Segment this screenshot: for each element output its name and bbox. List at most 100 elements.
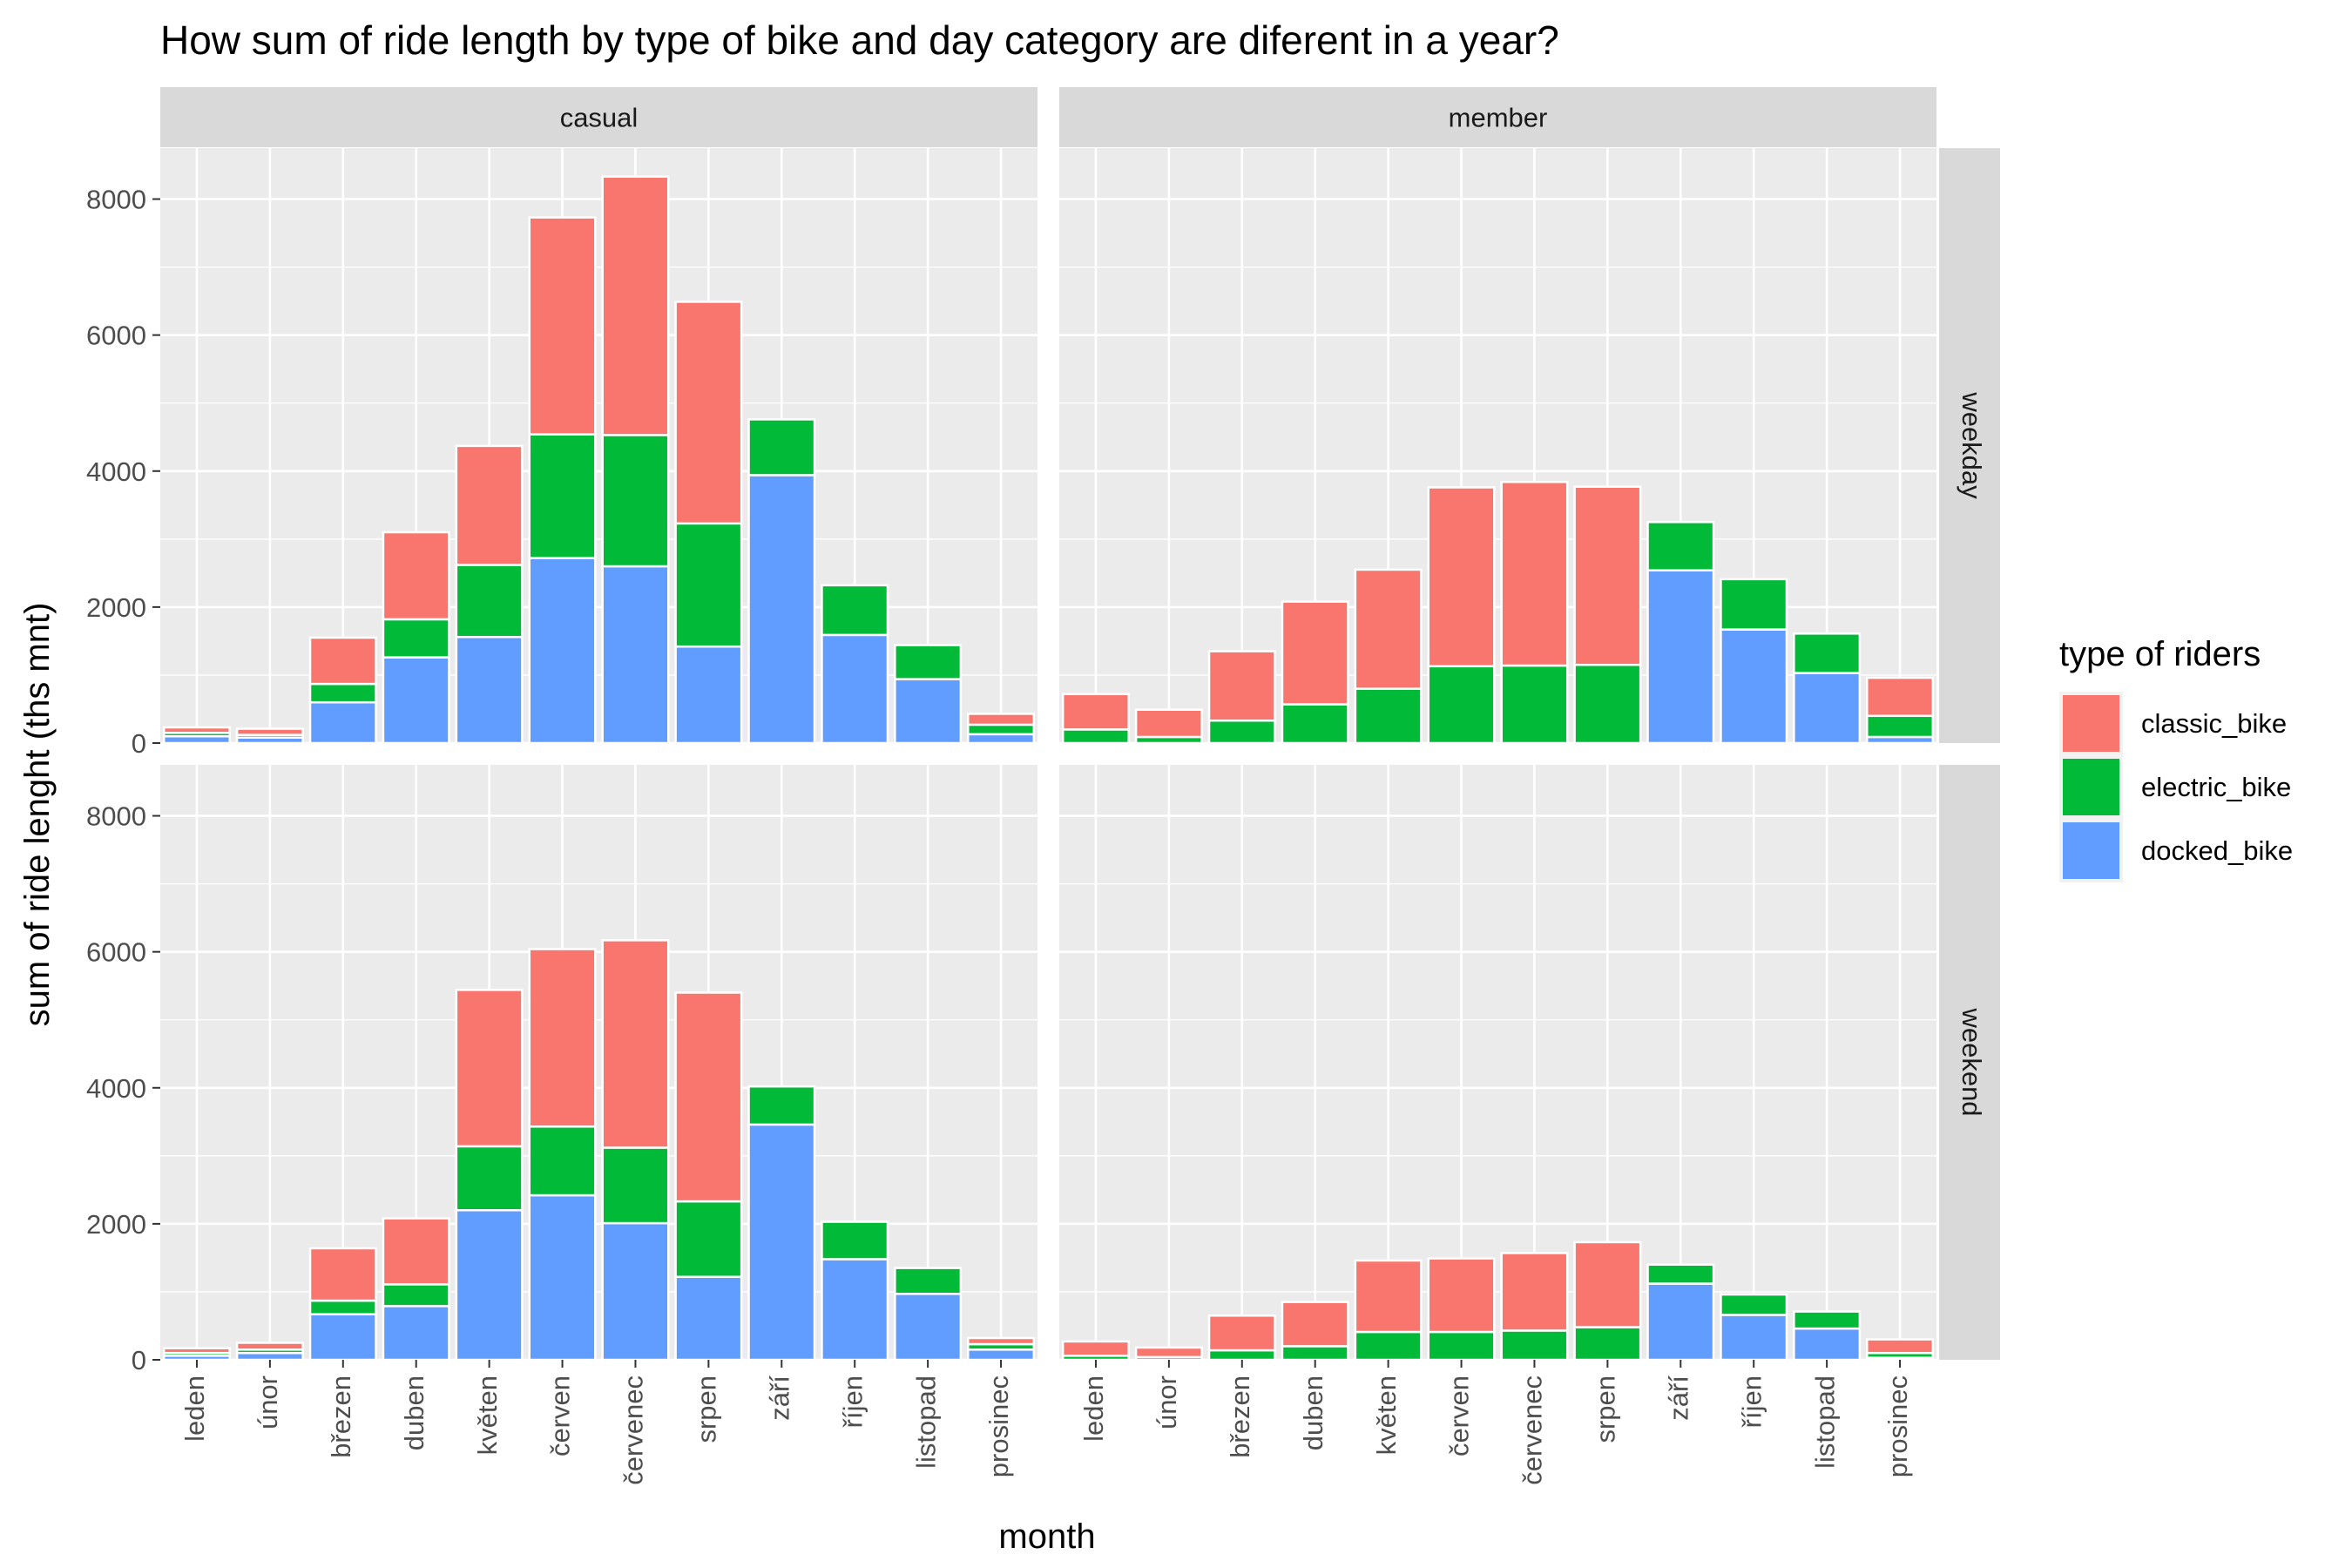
y-tick-label: 6000 (86, 937, 146, 968)
bar-electric_bike-listopad (1793, 1310, 1862, 1330)
x-tick-label: leden (179, 1375, 210, 1442)
bar-electric_bike-říjen (821, 1220, 889, 1260)
bar-classic_bike-prosinec (967, 1336, 1036, 1346)
facet-strip-weekend (1939, 765, 2000, 1360)
bar-electric_bike-srpen (1573, 1326, 1642, 1362)
bar-classic_bike-červenec (1500, 481, 1569, 667)
bar-electric_bike-říjen (1720, 1293, 1788, 1316)
bar-docked_bike-srpen (674, 1275, 743, 1362)
x-tick-label: červenec (618, 1375, 649, 1485)
bar-classic_bike-květen (455, 444, 524, 566)
x-tick-label: srpen (692, 1375, 722, 1443)
bar-electric_bike-září (1646, 1263, 1715, 1285)
bar-electric_bike-duben (382, 1283, 450, 1308)
bar-classic_bike-květen (1354, 568, 1423, 690)
bar-docked_bike-červenec (601, 564, 670, 745)
bar-docked_bike-září (1646, 569, 1715, 745)
bar-classic_bike-duben (382, 531, 450, 621)
bar-electric_bike-březen (308, 1299, 377, 1315)
panel-background (1059, 148, 1936, 743)
bar-classic_bike-únor (1134, 1346, 1203, 1359)
facet-panels: casual member weekday weekend 0 2000 4000 6000 8… (86, 87, 2000, 1485)
panel-member-weekday (1059, 148, 1936, 745)
bar-docked_bike-prosinec (967, 1348, 1036, 1362)
bar-classic_bike-prosinec (1866, 1338, 1935, 1355)
bar-electric_bike-červen (1427, 665, 1496, 745)
chart-title: How sum of ride length by type of bike a… (160, 17, 1559, 63)
bar-electric_bike-září (747, 418, 816, 476)
panel-background (160, 765, 1037, 1360)
bar-classic_bike-březen (1207, 650, 1276, 722)
bar-docked_bike-srpen (674, 645, 743, 745)
x-tick-label: červenec (1517, 1375, 1548, 1485)
legend-swatch-classic_bike (2063, 695, 2119, 752)
bar-classic_bike-duben (1281, 1301, 1349, 1348)
bar-classic_bike-srpen (674, 301, 743, 525)
panel-member-weekend: leden únor březen duben květen červen červenec… (1059, 765, 1936, 1485)
x-tick-label: září (764, 1375, 794, 1421)
bar-docked_bike-listopad (894, 1293, 963, 1362)
bar-electric_bike-červenec (601, 1146, 670, 1225)
bar-classic_bike-červenec (601, 939, 670, 1149)
y-axis-title: sum of ride lenght (ths mnt) (18, 603, 57, 1027)
bar-classic_bike-únor (1134, 708, 1203, 739)
bar-electric_bike-květen (1354, 687, 1423, 745)
bar-docked_bike-duben (382, 656, 450, 745)
bar-electric_bike-prosinec (1866, 714, 1935, 739)
bar-electric_bike-červen (1427, 1330, 1496, 1362)
bar-electric_bike-březen (308, 682, 377, 704)
y-tick-label: 4000 (86, 1073, 146, 1104)
y-tick-label: 8000 (86, 801, 146, 832)
legend-label-electric_bike: electric_bike (2141, 772, 2291, 802)
bar-classic_bike-červen (1427, 1257, 1496, 1334)
bar-classic_bike-duben (1281, 600, 1349, 706)
bar-classic_bike-leden (1061, 1340, 1130, 1357)
x-tick-label: leden (1078, 1375, 1109, 1442)
bar-classic_bike-leden (1061, 693, 1130, 731)
bar-classic_bike-březen (1207, 1315, 1276, 1352)
bar-electric_bike-listopad (894, 1267, 963, 1295)
bar-electric_bike-říjen (1720, 578, 1788, 631)
bar-classic_bike-červenec (601, 175, 670, 436)
panel-casual-weekend: 0 2000 4000 6000 8000 leden únor březen duben kvě… (86, 765, 1037, 1485)
y-tick-label: 6000 (86, 321, 146, 351)
bar-docked_bike-říjen (821, 633, 889, 745)
x-tick-label: listopad (1809, 1375, 1840, 1469)
x-tick-label: říjen (837, 1375, 868, 1428)
x-tick-label: červen (545, 1375, 576, 1456)
bar-classic_bike-leden (162, 726, 231, 734)
x-tick-label: září (1663, 1375, 1693, 1421)
x-tick-label: srpen (1591, 1375, 1621, 1443)
bar-electric_bike-březen (1207, 1348, 1276, 1362)
facet-label-member: member (1449, 103, 1548, 133)
bar-electric_bike-červenec (601, 434, 670, 568)
x-axis-title: month (998, 1517, 1095, 1556)
bar-classic_bike-prosinec (967, 713, 1036, 727)
bar-electric_bike-srpen (1573, 663, 1642, 745)
bar-docked_bike-září (747, 474, 816, 745)
bar-electric_bike-květen (1354, 1330, 1423, 1362)
bar-docked_bike-říjen (1720, 628, 1788, 745)
bar-docked_bike-květen (455, 1209, 524, 1362)
panel-casual-weekday: 0 2000 4000 6000 8000 (86, 148, 1037, 759)
bar-classic_bike-květen (1354, 1259, 1423, 1334)
bar-classic_bike-květen (455, 989, 524, 1148)
bar-docked_bike-květen (455, 635, 524, 745)
bar-classic_bike-srpen (1573, 485, 1642, 666)
bar-classic_bike-únor (235, 727, 304, 736)
bar-docked_bike-březen (308, 1313, 377, 1362)
bar-electric_bike-červenec (1500, 1329, 1569, 1362)
y-tick-label: 2000 (86, 1209, 146, 1240)
y-tick-label: 2000 (86, 592, 146, 623)
facet-label-weekday: weekday (1957, 391, 1987, 499)
facet-strip-casual (160, 87, 1037, 147)
bar-docked_bike-říjen (1720, 1314, 1788, 1362)
bar-classic_bike-červen (528, 948, 597, 1128)
legend-swatch-docked_bike (2063, 822, 2119, 879)
legend-label-docked_bike: docked_bike (2141, 835, 2293, 866)
bar-docked_bike-prosinec (967, 733, 1036, 745)
x-tick-label: duben (1298, 1375, 1328, 1450)
x-tick-label: květen (472, 1375, 503, 1455)
x-tick-label: březen (326, 1375, 356, 1458)
